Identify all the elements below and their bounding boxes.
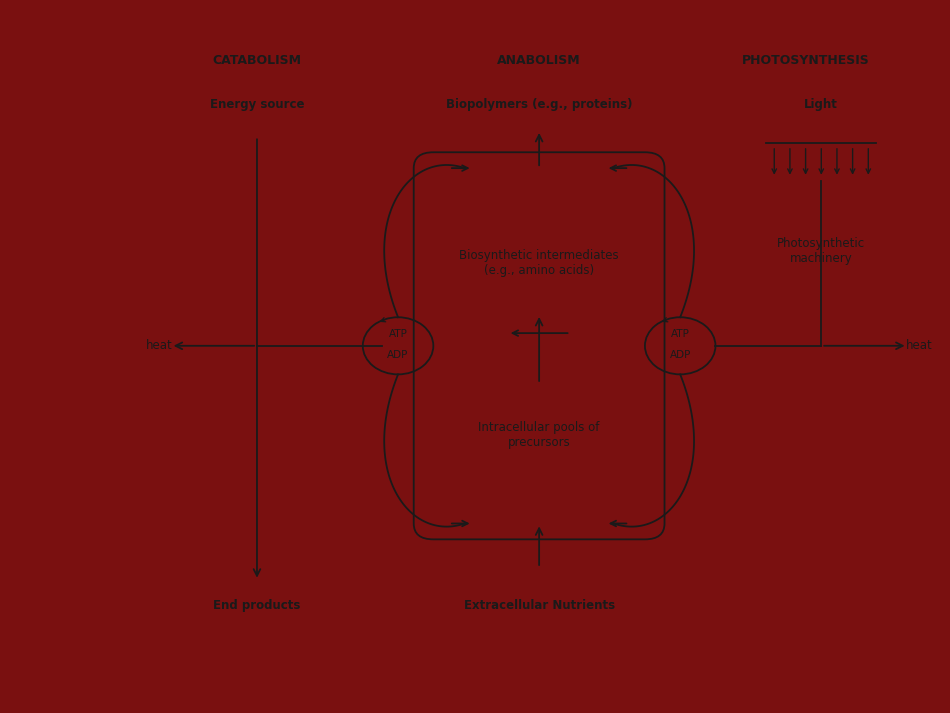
Text: ATP: ATP: [389, 329, 408, 339]
Text: Photosynthetic
machinery: Photosynthetic machinery: [777, 237, 865, 265]
Text: Biosynthetic intermediates
(e.g., amino acids): Biosynthetic intermediates (e.g., amino …: [459, 250, 619, 277]
Text: Light: Light: [805, 98, 838, 111]
Text: CATABOLISM: CATABOLISM: [213, 54, 301, 67]
Text: heat: heat: [145, 339, 172, 352]
Text: ANABOLISM: ANABOLISM: [497, 54, 581, 67]
Text: Biopolymers (e.g., proteins): Biopolymers (e.g., proteins): [446, 98, 633, 111]
Text: Energy source: Energy source: [210, 98, 304, 111]
Text: End products: End products: [214, 600, 300, 612]
Text: Extracellular Nutrients: Extracellular Nutrients: [464, 600, 615, 612]
Text: ATP: ATP: [671, 329, 690, 339]
Text: PHOTOSYNTHESIS: PHOTOSYNTHESIS: [742, 54, 869, 67]
Text: Intracellular pools of
precursors: Intracellular pools of precursors: [479, 421, 599, 448]
Text: heat: heat: [906, 339, 933, 352]
Text: ADP: ADP: [670, 350, 691, 360]
Text: ADP: ADP: [388, 350, 408, 360]
